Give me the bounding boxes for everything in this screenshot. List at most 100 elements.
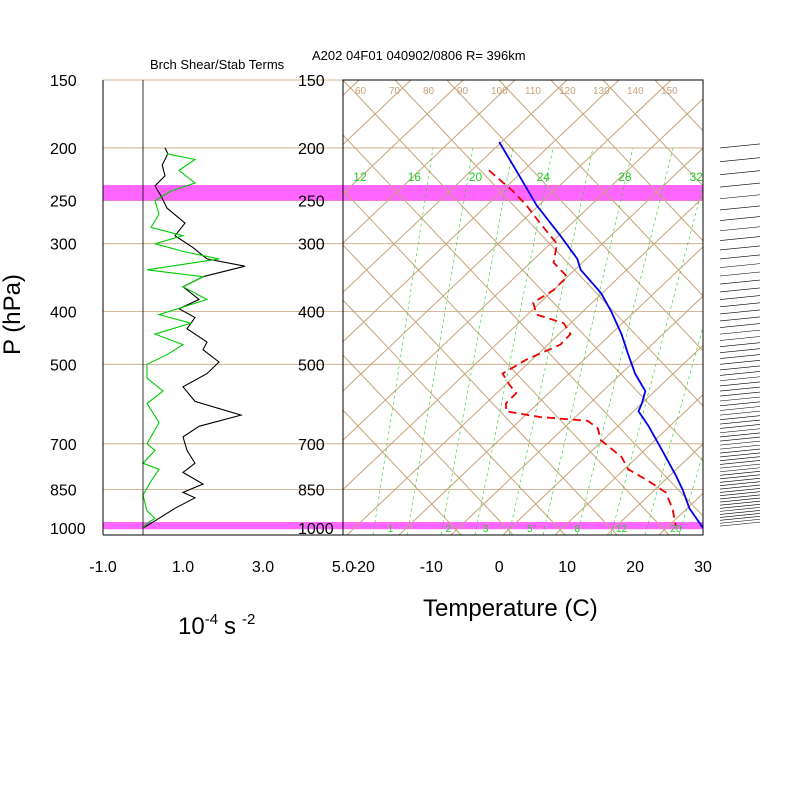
chart-frames (102, 79, 704, 536)
skewt-grid (343, 80, 800, 535)
y-tick-label-left: 250 (50, 194, 77, 211)
wind-barb (719, 170, 761, 176)
y-tick-label-middle: 850 (298, 483, 325, 500)
wind-barb (719, 182, 761, 188)
isotherm (343, 98, 703, 441)
wind-barb (719, 428, 761, 434)
wind-barb (719, 507, 761, 512)
highlight-bands (103, 79, 703, 530)
skewt-frame (342, 79, 704, 536)
wind-barb (719, 194, 761, 200)
wind-barb (719, 494, 761, 500)
y-tick-label-middle: 500 (298, 357, 325, 374)
y-tick-label-middle: 300 (298, 237, 325, 254)
y-tick-label-left: 700 (50, 437, 77, 454)
adiabat-label: 110 (525, 86, 541, 97)
wind-barb (719, 371, 761, 376)
mixing-ratio-line (440, 147, 514, 535)
adiabat-label: 120 (559, 86, 576, 97)
wind-barb (719, 323, 761, 328)
wind-barb (719, 419, 761, 425)
wind-barb (719, 342, 761, 347)
mixing-ratio-line (678, 452, 703, 535)
mixing-ratio-label: 12 (353, 170, 367, 184)
wind-barb (719, 444, 761, 450)
adiabat-label: 150 (661, 86, 678, 97)
mixing-ratio-label: 28 (618, 170, 632, 184)
dry-adiabat (602, 80, 703, 187)
x-axis-label-unit-exponent: -2 (242, 611, 255, 628)
wind-barb (719, 432, 761, 438)
dry-adiabat (498, 80, 703, 297)
adiabat-label: 140 (627, 86, 644, 97)
dry-adiabat (759, 80, 800, 535)
dry-adiabat (550, 80, 703, 242)
wind-barb (719, 401, 761, 407)
wind-barb (719, 157, 761, 162)
wind-barb (719, 348, 761, 354)
wind-barb (719, 488, 761, 493)
wind-barb (719, 279, 761, 285)
wind-barb (719, 484, 761, 490)
x-tick-label-right: 10 (558, 559, 576, 576)
dry-adiabat (707, 80, 800, 535)
mixing-ratio-line (406, 147, 474, 535)
isotherm (346, 196, 703, 535)
adiabat-label: 70 (389, 86, 401, 97)
dry-adiabat (446, 80, 703, 352)
wind-barb (719, 516, 761, 521)
x-axis-label-base: 10 (178, 613, 205, 640)
wind-barb (719, 491, 761, 496)
dry-adiabat (343, 244, 618, 535)
wind-barb (719, 504, 761, 509)
wind-barb (719, 205, 761, 211)
adiabat-label: 80 (423, 86, 435, 97)
shear-stab-panel (142, 147, 246, 529)
x-axis-label-exponent: -4 (205, 611, 218, 628)
isotherm (343, 80, 464, 195)
x-tick-label-right: -10 (420, 559, 443, 576)
wind-barb (719, 497, 761, 503)
skewt-profiles (488, 141, 703, 529)
isotherm (606, 443, 703, 535)
y-tick-label-left: 150 (50, 73, 77, 90)
wind-barb (719, 452, 761, 458)
wind-barb (719, 424, 761, 429)
dry-adiabat (343, 189, 670, 535)
y-tick-label-middle: 150 (298, 73, 325, 90)
mixing-ratio-bottom-label: 20 (670, 524, 682, 535)
isotherm (343, 80, 620, 343)
wind-barb (719, 518, 761, 524)
isotherm (711, 80, 800, 535)
isotherm (343, 80, 516, 244)
x-tick-label-right: -20 (352, 559, 375, 576)
mixing-ratio-bottom-label: 2 (446, 524, 452, 535)
wind-barb (719, 245, 761, 251)
wind-barb (719, 381, 761, 387)
x-axis-label-unit: s (224, 613, 236, 640)
mixing-ratio-line (372, 147, 434, 535)
mixing-ratio-label: 20 (469, 170, 483, 184)
isotherm (398, 246, 703, 535)
mixing-ratio-line (610, 184, 703, 535)
x-tick-label-left: 1.0 (172, 559, 194, 576)
wind-barb (719, 271, 761, 277)
mixing-ratio-line (576, 147, 674, 535)
mixing-ratio-bottom-label: 12 (616, 524, 628, 535)
wind-barb (719, 391, 761, 397)
wind-barb (719, 143, 761, 149)
dry-adiabat (343, 299, 566, 535)
wind-barb (719, 415, 761, 420)
y-axis-label: P (hPa) (0, 274, 26, 355)
wind-barb (719, 467, 761, 473)
wind-barb (719, 329, 761, 335)
y-tick-label-middle: 700 (298, 437, 325, 454)
wind-barb (719, 456, 761, 462)
dry-adiabat (343, 354, 514, 535)
y-tick-label-left: 200 (50, 141, 77, 158)
wind-barb (719, 396, 761, 402)
wind-barbs (719, 143, 761, 527)
x-tick-label-right: 30 (694, 559, 712, 576)
